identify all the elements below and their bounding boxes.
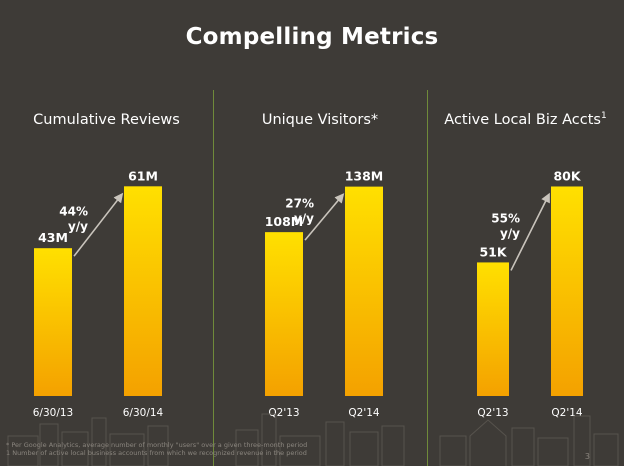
chart-title: Cumulative Reviews	[33, 112, 180, 128]
chart-active-local-biz-accts: Active Local Biz Accts151KQ2'1380KQ2'145…	[444, 111, 606, 419]
bar	[551, 186, 583, 396]
growth-label: 44%	[59, 204, 88, 218]
footnote: * Per Google Analytics, average number o…	[6, 441, 308, 449]
chart-cumulative-reviews: Cumulative Reviews 43M 6/30/13 61M 6/30/14 44…	[33, 112, 180, 419]
growth-label: 55%	[491, 211, 520, 225]
bar	[34, 248, 72, 396]
divider-left	[213, 90, 214, 466]
growth-label: 27%	[285, 196, 314, 210]
data-label: 138M	[345, 169, 384, 184]
growth-label: y/y	[294, 211, 314, 225]
growth-arrow	[304, 193, 345, 241]
footnote: 1 Number of active local business accoun…	[6, 448, 307, 457]
growth-label: y/y	[68, 219, 88, 233]
data-label: 51K	[479, 244, 507, 259]
chart-title: Active Local Biz Accts1	[444, 111, 606, 128]
tick-label: 6/30/13	[33, 407, 73, 419]
page-number: 3	[584, 452, 590, 461]
data-label: 61M	[128, 168, 158, 183]
title-superscript: 1	[601, 111, 607, 121]
growth-arrow	[510, 192, 550, 271]
bar	[345, 186, 383, 396]
slide-title: Compelling Metrics	[185, 24, 439, 50]
data-label: 108M	[265, 214, 304, 229]
growth-arrow	[73, 192, 124, 257]
tick-label: Q2'13	[477, 407, 508, 419]
growth-label: y/y	[500, 226, 520, 240]
skyline-illustration	[7, 413, 619, 466]
tick-label: Q2'14	[348, 407, 380, 419]
bar	[477, 262, 509, 396]
bar	[265, 232, 303, 396]
tick-label: 6/30/14	[123, 407, 164, 419]
footnotes: * Per Google Analytics, average number o…	[6, 441, 566, 457]
data-label: 43M	[38, 230, 68, 245]
bar	[124, 186, 162, 396]
data-label: 80K	[553, 168, 581, 183]
chart-title: Unique Visitors*	[262, 112, 378, 128]
divider-right	[427, 90, 428, 466]
